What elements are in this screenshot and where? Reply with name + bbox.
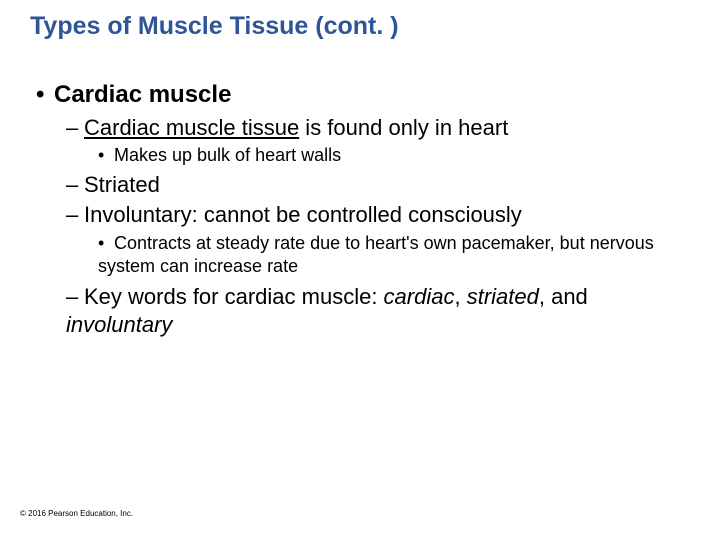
bullet-level2: –Involuntary: cannot be controlled consc… [66,202,690,228]
dash-icon: – [66,283,84,311]
lvl2-text: Involuntary: cannot be controlled consci… [84,202,522,227]
bullet-level3: •Makes up bulk of heart walls [98,145,690,166]
bullet-level3: •Contracts at steady rate due to heart's… [98,232,658,277]
lvl2-sep: , and [539,284,588,309]
slide-title: Types of Muscle Tissue (cont. ) [30,12,690,41]
slide: Types of Muscle Tissue (cont. ) •Cardiac… [0,0,720,540]
lvl3-text: Contracts at steady rate due to heart's … [98,233,654,276]
slide-body: •Cardiac muscle –Cardiac muscle tissue i… [30,81,690,338]
lvl2-sep: , [454,284,466,309]
bullet-dot-icon: • [36,81,54,109]
lvl2-text: Striated [84,172,160,197]
bullet-dot-icon: • [98,232,114,255]
lvl2-italic: involuntary [66,312,172,337]
bullet-level1: •Cardiac muscle [36,81,690,109]
dash-icon: – [66,172,84,198]
lvl2-italic: striated [467,284,539,309]
lvl3-text: Makes up bulk of heart walls [114,145,341,165]
copyright-text: © 2016 Pearson Education, Inc. [20,509,133,518]
bullet-level2: –Key words for cardiac muscle: cardiac , … [66,283,686,338]
bullet-dot-icon: • [98,145,114,166]
dash-icon: – [66,115,84,141]
dash-icon: – [66,202,84,228]
lvl2-rest: is found only in heart [299,115,508,140]
bullet-level2: –Cardiac muscle tissue is found only in … [66,115,690,141]
lvl1-text: Cardiac muscle [54,81,231,108]
lvl2-italic: cardiac [384,284,455,309]
lvl2-prefix: Key words for cardiac muscle: [84,284,384,309]
bullet-level2: –Striated [66,172,690,198]
lvl2-underline: Cardiac muscle tissue [84,115,299,140]
